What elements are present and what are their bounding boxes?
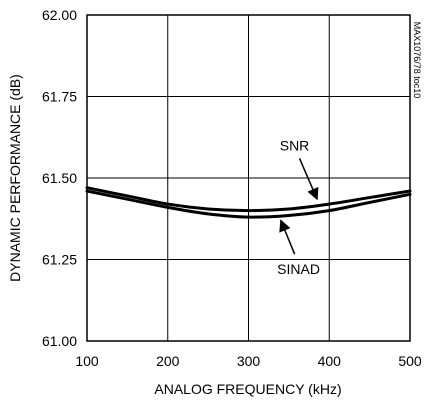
part-number: MAX1076/78 toc10 — [412, 22, 422, 99]
plot-frame — [86, 14, 411, 342]
x-tick-label: 200 — [156, 353, 180, 369]
series-group — [85, 186, 412, 219]
annotation-arrow-snr — [298, 157, 319, 201]
y-axis-ticks: 61.00 61.25 61.50 61.75 62.00 — [42, 7, 77, 349]
annotation-label-snr: SNR — [280, 137, 310, 153]
y-axis-label: DYNAMIC PERFORMANCE (dB) — [7, 74, 23, 282]
y-tick-label: 61.50 — [42, 170, 77, 186]
x-tick-label: 100 — [75, 353, 99, 369]
x-tick-label: 500 — [398, 353, 422, 369]
x-axis-label: ANALOG FREQUENCY (kHz) — [154, 381, 341, 397]
y-tick-label: 62.00 — [42, 7, 77, 23]
annotation-arrow-sinad — [279, 219, 296, 255]
x-tick-label: 300 — [237, 353, 261, 369]
x-tick-label: 400 — [318, 353, 342, 369]
y-tick-label: 61.25 — [42, 252, 77, 268]
y-tick-label: 61.00 — [42, 333, 77, 349]
annotation-label-sinad: SINAD — [277, 261, 320, 277]
grid-lines — [87, 15, 410, 341]
series-line-sinad — [85, 189, 412, 219]
x-axis-ticks: 100 200 300 400 500 — [75, 353, 422, 369]
y-tick-label: 61.75 — [42, 89, 77, 105]
annotations: SNR SINAD — [277, 137, 320, 277]
series-line-snr — [85, 186, 412, 213]
